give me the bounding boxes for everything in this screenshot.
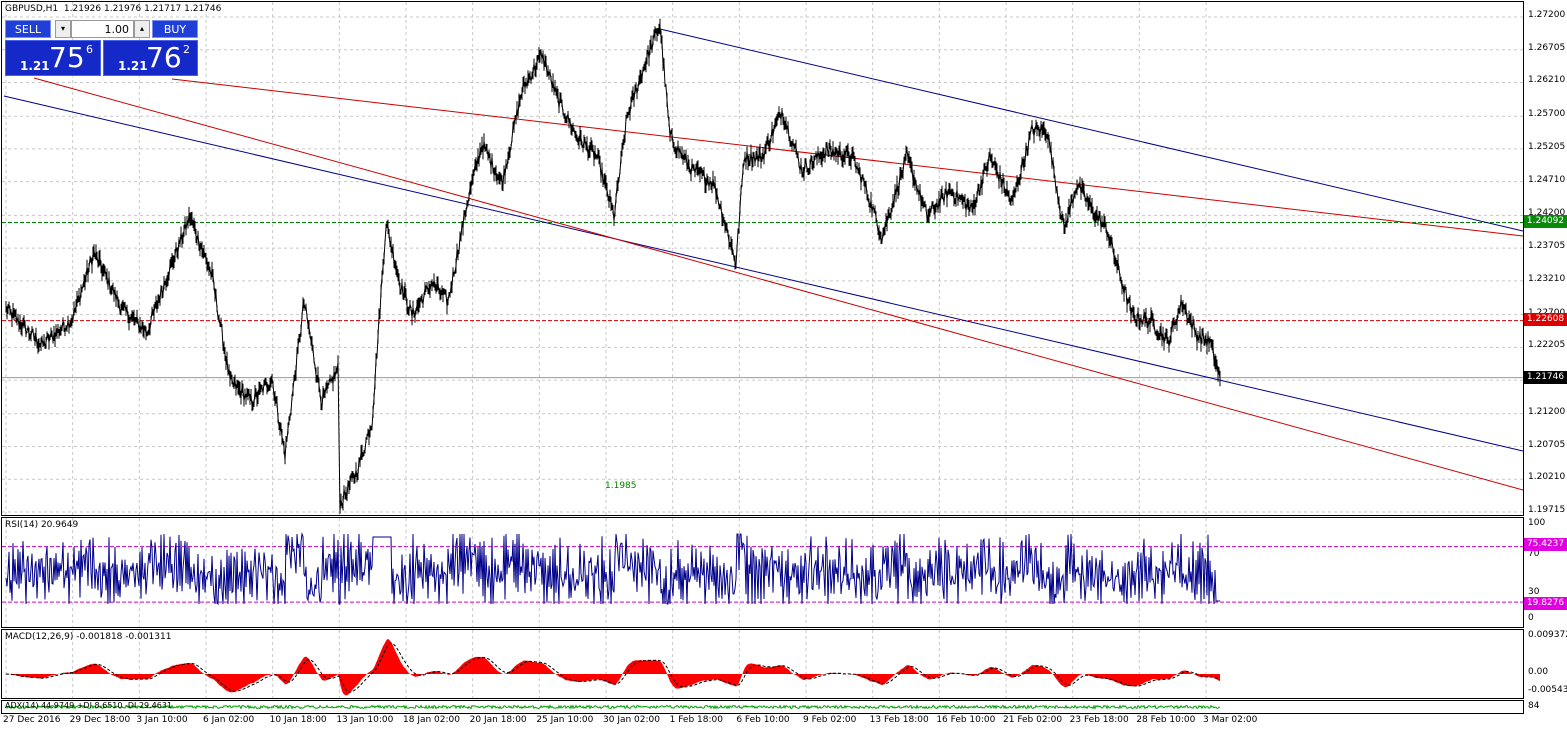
price-bars: [5, 18, 1221, 514]
sell-price-box[interactable]: 1.21 75 6: [5, 40, 101, 76]
time-axis-label: 30 Jan 02:00: [603, 715, 660, 725]
rsi-axis-30: 30: [1528, 587, 1540, 597]
time-axis-label: 1 Feb 18:00: [669, 715, 723, 725]
price-axis-label: 1.23210: [1528, 273, 1566, 284]
current-price-tag: 1.21746: [1524, 371, 1567, 384]
rsi-pane[interactable]: [1, 517, 1524, 628]
adx-svg: [5, 704, 1220, 710]
buy-price-prefix: 1.21: [118, 59, 148, 73]
price-axis-label: 1.22700: [1528, 308, 1565, 318]
macd-axis-min: -0.005437: [1528, 685, 1567, 695]
time-axis-label: 21 Feb 02:00: [1003, 715, 1063, 725]
green-level-tag: 1.24092: [1524, 215, 1567, 228]
price-axis-label: 1.26210: [1528, 75, 1566, 86]
channel-lower-line: [3, 95, 1523, 452]
time-axis-label: 6 Jan 02:00: [203, 715, 255, 725]
macd-axis-max: 0.009372: [1528, 630, 1567, 640]
time-axis-label: 9 Feb 02:00: [803, 715, 857, 725]
rsi-svg: [2, 518, 1523, 627]
sell-price-prefix: 1.21: [20, 59, 50, 73]
price-axis-label: 1.27200: [1528, 10, 1566, 20]
time-axis-label: 13 Jan 10:00: [336, 715, 394, 725]
time-axis-label: 16 Feb 10:00: [936, 715, 996, 725]
channel-upper-line: [659, 28, 1523, 232]
symbol-title: GBPUSD,H1 1.21926 1.21976 1.21717 1.2174…: [5, 4, 221, 14]
time-axis-label: 3 Jan 10:00: [136, 715, 188, 725]
time-axis-label: 18 Jan 02:00: [403, 715, 460, 725]
rsi-lower-tag: 19.8276: [1524, 597, 1567, 610]
macd-histogram: [6, 639, 1220, 696]
price-axis-label: 1.25205: [1528, 141, 1566, 152]
macd-title: MACD(12,26,9) -0.001818 -0.001311: [5, 632, 172, 642]
sell-price-big: 75: [49, 41, 85, 74]
lot-size-input[interactable]: 1.00: [71, 20, 134, 38]
rsi-axis-0: 0: [1528, 613, 1534, 623]
price-axis-label: 1.20705: [1528, 439, 1566, 450]
time-axis-label: 6 Feb 10:00: [736, 715, 790, 725]
lot-size-value: 1.00: [104, 23, 130, 36]
rsi-axis-100: 100: [1528, 518, 1546, 528]
symbol-label: GBPUSD,H1: [5, 4, 59, 14]
time-axis-label: 10 Jan 18:00: [269, 715, 327, 725]
ohlc-values: 1.21926 1.21976 1.21717 1.21746: [63, 4, 222, 14]
rsi-axis-70: 70: [1528, 549, 1540, 559]
time-axis-label: 29 Dec 18:00: [69, 715, 131, 725]
time-axis-label: 25 Jan 10:00: [536, 715, 594, 725]
lot-increase-button[interactable]: ▴: [134, 20, 150, 38]
price-axis-label: 1.26705: [1528, 42, 1566, 53]
time-axis-label: 20 Jan 18:00: [469, 715, 527, 725]
price-axis-label: 1.24710: [1528, 174, 1566, 185]
price-axis-label: 1.20210: [1528, 472, 1566, 483]
rsi-line: [5, 532, 1220, 606]
price-axis-label: 1.24200: [1528, 208, 1566, 219]
price-axis-label: 1.23705: [1528, 241, 1566, 252]
price-series-line: [5, 24, 1221, 511]
red-level-tag: 1.22608: [1524, 313, 1567, 326]
price-axis-label: 1.22205: [1528, 340, 1566, 351]
adx-line: [5, 704, 1220, 710]
time-axis-label: 28 Feb 10:00: [1136, 715, 1196, 725]
rsi-upper-tag: 75.4237: [1524, 538, 1567, 551]
low-annotation: 1.1985: [605, 481, 637, 491]
one-click-trading-panel: SELL ▾ 1.00 ▴ BUY 1.21 75 6 1.21 76 2: [5, 20, 198, 76]
macd-pane[interactable]: [1, 629, 1524, 699]
buy-price-pip: 2: [183, 43, 190, 56]
price-chart-svg: [2, 2, 1523, 515]
sell-price-pip: 6: [86, 43, 93, 56]
buy-button[interactable]: BUY: [152, 20, 198, 38]
price-axis-label: 1.25700: [1528, 109, 1566, 120]
adx-title: ADX(14) 44.9749 +DI 8.6510 -DI 29.4631: [5, 701, 173, 710]
sell-button[interactable]: SELL: [5, 20, 51, 38]
rsi-title: RSI(14) 20.9649: [5, 520, 79, 530]
time-axis-label: 13 Feb 18:00: [869, 715, 929, 725]
macd-axis-zero: 0.00: [1528, 667, 1549, 677]
adx-axis: 84: [1528, 701, 1540, 711]
time-axis-label: 27 Dec 2016: [3, 715, 61, 725]
red-trend-line: [33, 77, 1523, 491]
macd-signal-line: [5, 642, 1221, 693]
price-axis-label: 1.21200: [1528, 406, 1566, 417]
macd-svg: [5, 630, 1221, 698]
price-axis-label: 1.19715: [1528, 505, 1566, 515]
buy-price-box[interactable]: 1.21 76 2: [103, 40, 198, 76]
time-axis-label: 3 Mar 02:00: [1203, 715, 1258, 725]
time-axis-label: 23 Feb 18:00: [1069, 715, 1129, 725]
adx-pane[interactable]: [1, 700, 1524, 714]
lot-decrease-button[interactable]: ▾: [55, 20, 71, 38]
buy-price-big: 76: [146, 41, 182, 74]
price-chart-pane[interactable]: [1, 1, 1524, 516]
